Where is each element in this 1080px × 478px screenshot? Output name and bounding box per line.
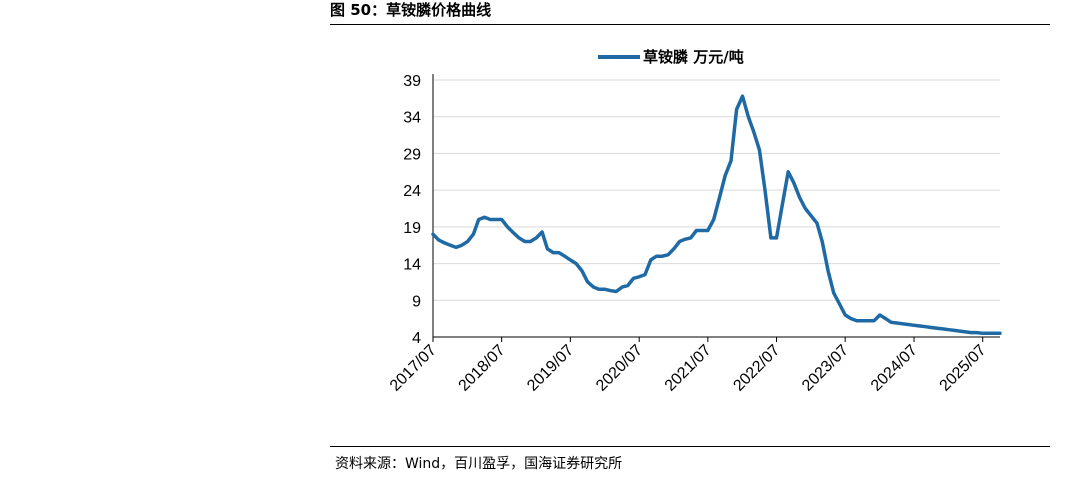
y-axis-ticks: 39 34 29 24 19 14 9 4 xyxy=(403,73,421,347)
x-axis-ticks: 2017/07 2018/07 2019/07 2020/07 2021/07 2022/… xyxy=(387,337,990,395)
x-tick-label: 2019/07 xyxy=(524,342,577,395)
source-note: 资料来源：Wind，百川盈孚，国海证券研究所 xyxy=(335,456,623,472)
x-tick-label: 2022/07 xyxy=(730,342,783,395)
top-rule xyxy=(330,24,1050,25)
x-tick-label: 2018/07 xyxy=(456,342,509,395)
y-tick-label: 29 xyxy=(403,146,421,163)
y-tick-label: 34 xyxy=(403,110,421,127)
y-tick-label: 39 xyxy=(403,73,421,90)
y-tick-label: 19 xyxy=(403,220,421,237)
y-tick-label: 14 xyxy=(403,257,421,274)
bottom-rule xyxy=(330,446,1050,447)
y-tick-label: 24 xyxy=(403,183,421,200)
x-tick-label: 2020/07 xyxy=(593,342,646,395)
figure-title: 图 50：草铵膦价格曲线 xyxy=(330,1,492,19)
y-tick-label: 9 xyxy=(412,293,421,310)
series-line xyxy=(431,94,1002,336)
y-tick-label: 4 xyxy=(412,330,421,347)
legend: 草铵膦 万元/吨 xyxy=(598,48,744,66)
x-tick-label: 2017/07 xyxy=(387,342,440,395)
x-tick-label: 2021/07 xyxy=(662,342,715,395)
gridlines xyxy=(433,79,1000,301)
series-group xyxy=(431,94,1002,336)
x-tick-label: 2024/07 xyxy=(868,342,921,395)
x-tick-label: 2023/07 xyxy=(799,342,852,395)
x-tick-label: 2025/07 xyxy=(937,342,990,395)
legend-label: 草铵膦 万元/吨 xyxy=(643,48,744,66)
axes xyxy=(432,74,1000,338)
